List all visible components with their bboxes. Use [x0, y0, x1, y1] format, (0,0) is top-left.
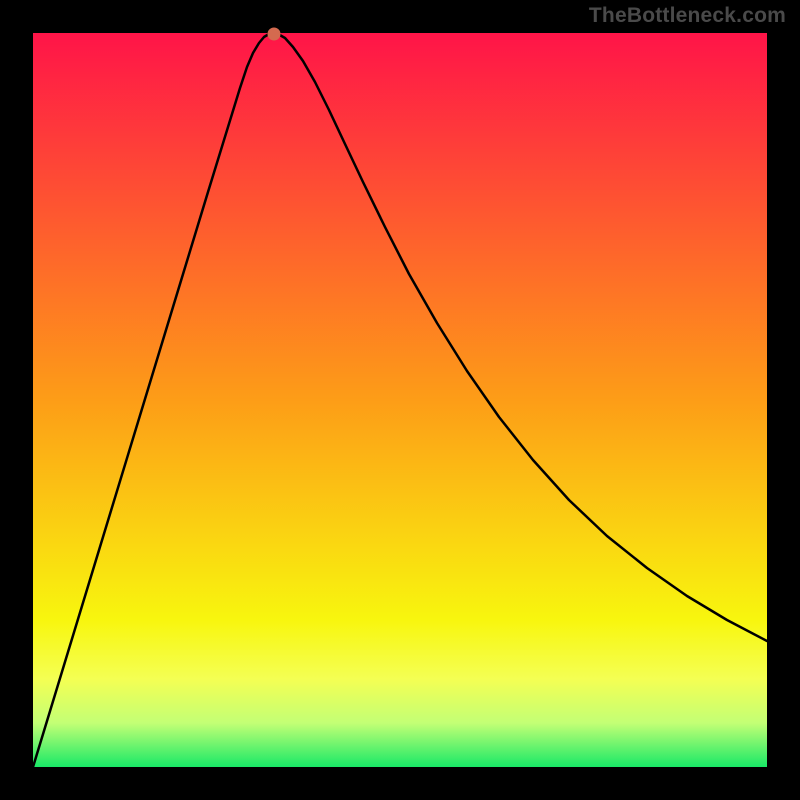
- bottleneck-curve: [33, 33, 767, 767]
- curve-svg: [33, 33, 767, 767]
- sweet-spot-marker: [268, 28, 281, 41]
- watermark-text: TheBottleneck.com: [589, 4, 786, 28]
- chart-plot-area: [33, 33, 767, 767]
